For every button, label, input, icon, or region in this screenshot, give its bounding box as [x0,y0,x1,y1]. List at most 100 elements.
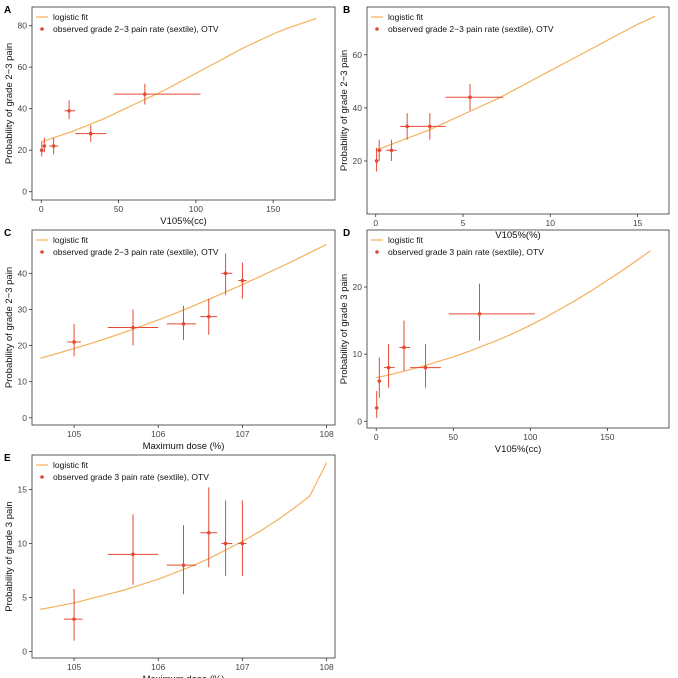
observed-point [67,323,81,357]
panel-a: A 0 50 100 150 0 20 40 60 80 V105%(cc) Probability … [4,5,336,227]
observed-marker [223,541,228,546]
observed-point [374,147,379,172]
observed-marker [374,159,379,163]
observed-point [374,391,379,418]
y-tick-label: 20 [353,156,363,166]
observed-marker [386,365,391,370]
x-tick-label: 5 [461,218,466,228]
observed-point [399,320,411,371]
panel-label: B [343,5,350,16]
observed-marker [51,144,56,148]
observed-marker [423,365,428,370]
legend-observed-swatch [40,475,44,479]
x-tick-label: 107 [235,662,249,672]
legend: logistic fit observed grade 2−3 pain rate… [371,12,554,34]
y-tick-label: 80 [18,21,28,31]
observed-marker [181,563,186,567]
observed-point [221,253,233,295]
panel-d: D 0 50 100 150 0 10 20 V105%(cc) Probability of g… [339,228,670,455]
observed-marker [402,345,406,350]
legend-fit-label: logistic fit [53,12,89,22]
y-tick-label: 0 [357,416,362,426]
x-tick-label: 150 [266,204,280,214]
y-tick-label: 30 [18,304,28,314]
legend-fit-label: logistic fit [388,235,424,245]
y-tick-label: 40 [353,103,363,113]
x-tick-label: 15 [633,218,643,228]
observed-marker [72,617,76,621]
observed-point [238,262,247,299]
legend: logistic fit observed grade 3 pain rate (… [371,235,544,257]
observed-point [75,125,107,142]
observed-point [42,137,47,153]
logistic-fit-line [375,15,656,151]
observed-point [64,100,76,120]
observed-point [113,83,201,105]
observed-marker [67,108,71,113]
observed-point [415,113,446,140]
panel-label: D [343,228,350,239]
x-tick-label: 50 [114,204,124,214]
legend-observed-label: observed grade 2−3 pain rate (sextile), … [53,24,219,34]
y-tick-label: 10 [18,539,28,549]
y-axis-title: Probability of grade 2−3 pain [4,43,15,164]
x-tick-label: 106 [151,429,165,439]
y-tick-label: 40 [18,104,28,114]
observed-point [221,500,233,576]
x-axis-title: V105%(cc) [495,444,541,455]
x-tick-label: 107 [235,429,249,439]
panel-b: B 0 5 10 15 20 40 60 V105%(%) Probability of grad… [339,5,670,241]
legend-fit-label: logistic fit [53,460,89,470]
observed-marker [39,148,44,152]
observed-point [377,139,382,161]
observed-marker [240,278,245,283]
plot-frame [31,6,336,201]
observed-point [383,344,395,388]
legend-observed-label: observed grade 2−3 pain rate (sextile), … [388,24,554,34]
legend-observed-label: observed grade 3 pain rate (sextile), OT… [388,247,544,257]
observed-point [448,283,535,341]
x-tick-label: 100 [189,204,203,214]
y-tick-label: 10 [18,377,28,387]
observed-point [200,298,218,335]
panel-e: E 105 106 107 108 0 5 10 15 Maximum dose (%) Proba… [4,453,336,678]
observed-marker [131,552,135,557]
panel-c: C 105 106 107 108 0 10 20 30 40 Maximum dose (%) Pr… [4,228,336,452]
x-tick-label: 108 [319,429,333,439]
observed-marker [405,124,409,129]
logistic-fit-line [40,243,327,359]
observed-point [377,357,382,398]
plot-frame [366,229,670,429]
y-tick-label: 0 [22,413,27,423]
plot-frame [31,454,336,659]
y-tick-label: 5 [22,593,27,603]
observed-point [386,139,397,161]
legend: logistic fit observed grade 3 pain rate (… [36,460,209,482]
panel-label: E [4,453,11,464]
x-tick-label: 10 [546,218,556,228]
x-tick-label: 105 [67,429,81,439]
legend-observed-swatch [375,250,379,254]
x-tick-label: 0 [373,218,378,228]
legend: logistic fit observed grade 2−3 pain rate… [36,235,219,257]
observed-point [166,305,197,341]
observed-point [107,514,159,585]
observed-marker [240,541,245,546]
plot-frame [366,6,670,215]
observed-marker [206,314,211,319]
x-tick-label: 105 [67,662,81,672]
y-tick-label: 0 [22,187,27,197]
y-axis-title: Probability of grade 3 pain [339,274,350,384]
legend-fit-label: logistic fit [388,12,424,22]
observed-point [200,487,218,568]
observed-marker [374,406,379,410]
observed-point [238,500,247,576]
observed-point [63,588,83,641]
panel-label: A [4,5,11,16]
observed-marker [72,340,76,344]
x-axis-title: Maximum dose (%) [143,674,225,678]
x-tick-label: 106 [151,662,165,672]
y-axis-title: Probability of grade 2−3 pain [4,267,15,388]
observed-point [445,83,504,111]
